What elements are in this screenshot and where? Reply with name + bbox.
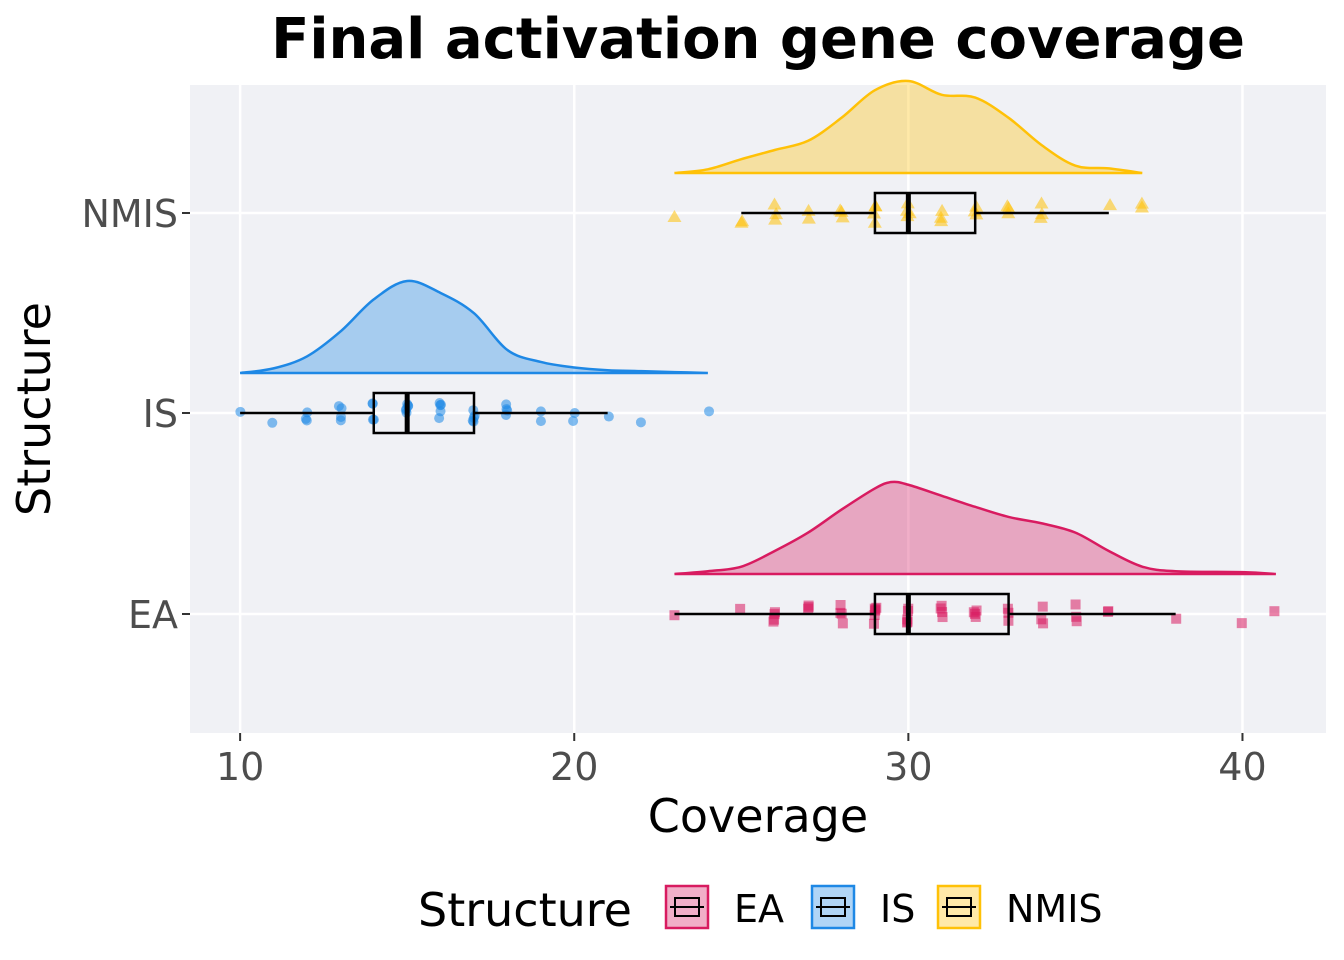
point-is-35: [568, 415, 579, 426]
point-ea-25: [937, 612, 948, 623]
point-ea-8: [803, 602, 814, 613]
y-tick-label-nmis: NMIS: [81, 192, 178, 236]
chart-title: Final activation gene coverage: [271, 7, 1245, 72]
density-clouds: [239, 79, 1276, 576]
point-is-39: [704, 406, 715, 417]
point-nmis-20: [934, 214, 949, 227]
point-nmis-0: [667, 210, 682, 223]
point-nmis-7: [801, 211, 816, 224]
point-nmis-21: [935, 203, 950, 216]
point-is-11: [367, 398, 378, 409]
x-tick-label-10: 10: [216, 745, 264, 789]
point-ea-4: [769, 607, 780, 618]
point-ea-42: [1102, 606, 1113, 617]
point-is-33: [535, 416, 546, 427]
density-is: [239, 279, 708, 375]
box-is: [372, 391, 476, 435]
point-ea-5: [769, 614, 780, 625]
point-ea-43: [1171, 613, 1182, 624]
point-is-6: [333, 401, 344, 412]
point-ea-11: [837, 618, 848, 629]
point-ea-44: [1236, 618, 1247, 629]
point-ea-35: [1037, 601, 1048, 612]
point-ea-10: [835, 600, 846, 611]
legend-box-is: [820, 897, 846, 917]
point-ea-37: [1038, 618, 1049, 629]
axes: 10 20 30 40 EA IS NMIS: [81, 192, 1266, 789]
point-is-38: [635, 417, 646, 428]
legend-label-ea: EA: [734, 887, 784, 931]
point-is-34: [535, 406, 546, 417]
legend-title: Structure: [418, 883, 632, 937]
y-tick-label-is: IS: [143, 392, 178, 436]
y-axis-title: Structure: [7, 302, 61, 516]
boxplots: [240, 191, 1176, 636]
x-axis-title: Coverage: [648, 789, 868, 843]
legend-box-nmis: [946, 897, 972, 917]
point-nmis-9: [835, 210, 850, 223]
y-tick-label-ea: EA: [128, 593, 178, 637]
box-nmis: [873, 191, 977, 235]
point-nmis-4: [767, 197, 782, 210]
legend-label-is: IS: [880, 887, 915, 931]
legend-box-ea: [674, 897, 700, 917]
point-ea-27: [936, 600, 947, 611]
point-nmis-2: [734, 215, 749, 228]
density-ea: [674, 480, 1276, 576]
point-is-4: [300, 413, 311, 424]
plot-panel: [190, 85, 1326, 733]
point-ea-0: [669, 610, 680, 621]
point-is-1: [267, 417, 278, 428]
x-tick-label-40: 40: [1218, 745, 1266, 789]
point-ea-39: [1071, 611, 1082, 622]
point-ea-45: [1269, 606, 1280, 617]
point-is-28: [467, 415, 478, 426]
legend-label-nmis: NMIS: [1006, 887, 1103, 931]
point-is-8: [335, 415, 346, 426]
point-ea-31: [969, 608, 980, 619]
legend: Structure EA IS NMIS: [418, 883, 1103, 937]
point-ea-1: [735, 603, 746, 614]
density-nmis: [674, 79, 1143, 175]
box-ea: [873, 592, 1010, 636]
point-is-23: [434, 413, 445, 424]
point-nmis-28: [1034, 196, 1049, 209]
point-nmis-31: [1103, 198, 1118, 211]
x-tick-label-30: 30: [884, 745, 932, 789]
point-ea-40: [1070, 599, 1081, 610]
point-nmis-33: [1134, 196, 1149, 209]
x-tick-label-20: 20: [550, 745, 598, 789]
